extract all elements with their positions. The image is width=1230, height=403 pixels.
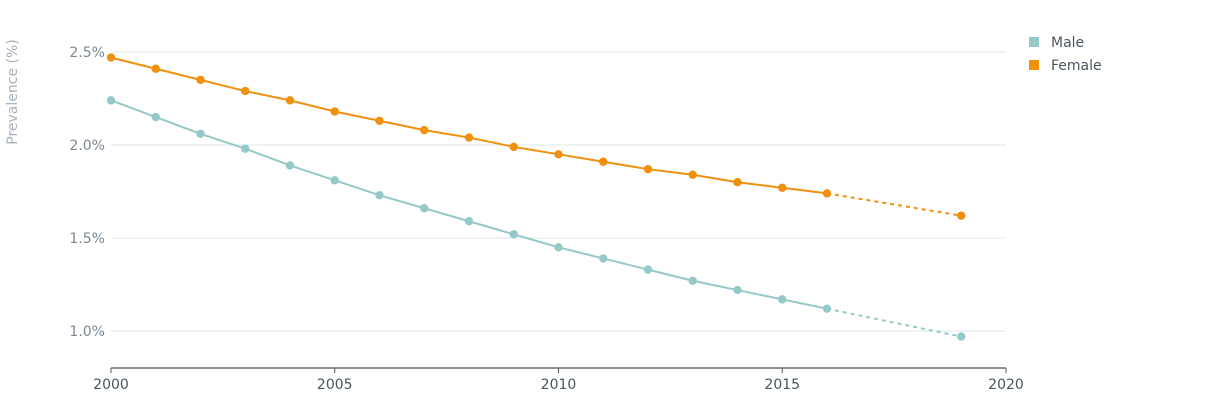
male-data-point (375, 191, 384, 200)
female-data-point (822, 189, 832, 198)
female-series-line (110, 56, 828, 195)
female-data-point (285, 96, 295, 105)
male-data-point (106, 96, 116, 105)
female-data-point (778, 183, 787, 192)
x-axis: 2000 2005 2010 2015 2020 (93, 367, 1024, 393)
female-data-point (554, 150, 563, 159)
female-data-point (599, 157, 608, 166)
female-projection-line (826, 192, 962, 217)
y-tick-label: 2.5% (69, 45, 105, 61)
male-data-point (330, 176, 339, 185)
male-data-point (151, 112, 160, 122)
male-data-point (643, 265, 653, 274)
female-legend-swatch (1029, 60, 1039, 70)
legend: Male Female (1029, 35, 1102, 74)
male-projection-line (826, 307, 962, 338)
male-legend-label: Male (1051, 35, 1084, 51)
male-series-line (110, 99, 828, 310)
male-data-point (778, 295, 787, 304)
male-legend-swatch (1029, 37, 1039, 47)
male-data-point (554, 243, 563, 252)
male-data-point (509, 230, 518, 239)
female-data-point (509, 142, 518, 152)
male-data-point (957, 332, 966, 341)
male-data-point (464, 217, 474, 226)
female-legend-label: Female (1051, 58, 1102, 74)
y-axis-title: Prevalence (%) (5, 39, 21, 145)
female-data-point (151, 64, 160, 73)
series-points (106, 53, 966, 341)
female-data-point (957, 211, 966, 220)
x-tick-label: 2000 (93, 377, 129, 393)
female-data-point (688, 170, 697, 179)
x-tick-label: 2020 (988, 377, 1024, 393)
male-data-point (285, 161, 295, 170)
male-data-point (733, 285, 742, 295)
female-data-point (643, 164, 653, 174)
male-data-point (420, 204, 429, 213)
x-tick-label: 2010 (541, 377, 577, 393)
female-data-point (733, 178, 742, 187)
x-tick-label: 2005 (317, 377, 353, 393)
male-data-point (688, 276, 697, 285)
x-tick-label: 2015 (764, 377, 800, 393)
y-tick-label: 1.5% (69, 231, 105, 247)
female-data-point (196, 75, 205, 85)
male-data-point (241, 144, 250, 153)
female-data-point (375, 116, 384, 126)
female-data-point (241, 86, 250, 96)
female-data-point (464, 133, 474, 142)
female-data-point (106, 53, 116, 62)
male-data-point (599, 254, 608, 263)
gridlines (111, 51, 1006, 332)
y-tick-label: 2.0% (69, 138, 105, 154)
male-data-point (822, 304, 832, 313)
male-data-point (196, 129, 205, 139)
y-tick-label: 1.0% (69, 324, 105, 340)
y-axis-ticks: 1.0% 1.5% 2.0% 2.5% (69, 45, 105, 340)
female-data-point (420, 125, 429, 135)
series-lines (110, 56, 962, 338)
female-data-point (330, 107, 339, 116)
